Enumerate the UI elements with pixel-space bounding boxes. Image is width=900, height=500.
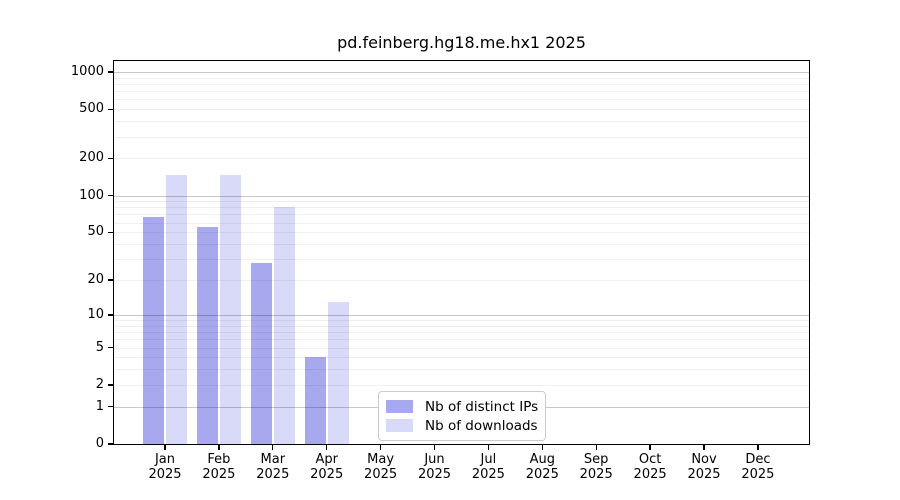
y-tick-label: 200	[79, 150, 104, 166]
y-tick	[108, 279, 113, 281]
y-tick-label: 500	[79, 101, 104, 117]
y-tick-label: 5	[95, 339, 104, 355]
y-tick	[108, 314, 113, 316]
x-tick	[433, 445, 436, 450]
x-tick-label: Apr 2025	[310, 452, 344, 482]
gridline-minor	[113, 384, 810, 386]
gridline-minor	[113, 201, 810, 203]
legend-item: Nb of downloads	[386, 416, 545, 435]
x-tick-label: Feb 2025	[202, 452, 236, 482]
gridline-minor	[113, 99, 810, 101]
gridline-minor	[113, 244, 810, 246]
gridline-minor	[113, 77, 810, 79]
x-tick	[487, 445, 490, 450]
bar-downloads	[273, 207, 295, 444]
x-tick	[703, 445, 705, 450]
x-tick	[218, 445, 220, 450]
gridline-minor	[113, 91, 810, 93]
gridline-minor	[113, 214, 810, 216]
x-tick	[649, 445, 651, 450]
x-tick-label: Nov 2025	[687, 452, 721, 482]
y-tick	[108, 346, 113, 349]
gridline-minor	[113, 109, 810, 111]
x-tick	[326, 445, 328, 450]
x-tick-label: Jun 2025	[417, 452, 452, 482]
gridline-minor	[113, 158, 810, 160]
bar-distinct-ips	[250, 262, 272, 444]
y-tick	[108, 231, 113, 233]
bar-distinct-ips	[304, 357, 326, 444]
y-tick	[108, 384, 113, 386]
legend-label-distinct-ips: Nb of distinct IPs	[425, 398, 539, 415]
gridline-major	[113, 314, 810, 316]
y-tick	[108, 71, 113, 73]
y-tick-label: 1000	[70, 64, 104, 79]
gridline-minor	[113, 121, 810, 123]
gridline-minor	[113, 222, 810, 224]
y-tick-label: 100	[79, 187, 104, 203]
gridline-major	[113, 72, 810, 73]
gridline-minor	[113, 332, 810, 334]
gridline-minor	[113, 207, 810, 209]
y-tick	[108, 443, 113, 445]
gridline-minor	[113, 84, 810, 85]
x-tick-label: Oct 2025	[633, 452, 667, 482]
bar-downloads	[166, 174, 187, 444]
gridline-major	[113, 195, 810, 197]
gridline-minor	[113, 369, 810, 371]
plot-area: Nb of distinct IPs Nb of downloads	[113, 60, 810, 445]
bar-distinct-ips	[196, 227, 218, 444]
legend-label-downloads: Nb of downloads	[425, 417, 538, 434]
x-tick	[272, 445, 274, 450]
x-tick	[379, 445, 382, 450]
gridline-minor	[113, 232, 810, 234]
gridline-minor	[113, 280, 810, 282]
y-tick-label: 2	[95, 376, 104, 392]
x-tick-label: Mar 2025	[256, 452, 290, 482]
bar-distinct-ips	[143, 216, 164, 444]
x-tick-label: Jul 2025	[471, 452, 505, 482]
x-tick	[757, 445, 759, 450]
bar-downloads	[327, 301, 349, 444]
legend: Nb of distinct IPs Nb of downloads	[378, 391, 546, 441]
x-tick-label: May 2025	[364, 452, 398, 482]
x-tick-label: Dec 2025	[741, 452, 775, 482]
gridline-minor	[113, 339, 810, 341]
x-tick-label: Sep 2025	[579, 452, 613, 482]
x-tick-label: Aug 2025	[525, 452, 559, 482]
gridline-minor	[113, 136, 810, 138]
legend-swatch-distinct-ips	[386, 400, 413, 413]
bar-downloads	[219, 174, 241, 444]
legend-item: Nb of distinct IPs	[386, 397, 545, 416]
gridline-minor	[113, 347, 810, 349]
x-tick	[541, 445, 543, 450]
y-tick-label: 1	[95, 398, 104, 414]
gridline-minor	[113, 259, 810, 261]
y-tick-label: 10	[87, 306, 104, 322]
y-tick	[108, 405, 113, 408]
gridline-minor	[113, 325, 810, 327]
x-tick	[164, 445, 166, 450]
gridline-minor	[113, 357, 810, 359]
x-tick	[595, 445, 597, 450]
y-tick	[108, 194, 113, 197]
y-tick	[108, 108, 113, 110]
y-tick	[108, 157, 113, 160]
y-tick-label: 50	[87, 224, 104, 240]
chart-title: pd.feinberg.hg18.me.hx1 2025	[337, 33, 586, 52]
legend-swatch-downloads	[386, 419, 413, 432]
x-tick-label: Jan 2025	[148, 452, 182, 482]
y-tick-label: 20	[87, 272, 104, 288]
y-tick-label: 0	[95, 436, 104, 451]
gridline-minor	[113, 320, 810, 322]
